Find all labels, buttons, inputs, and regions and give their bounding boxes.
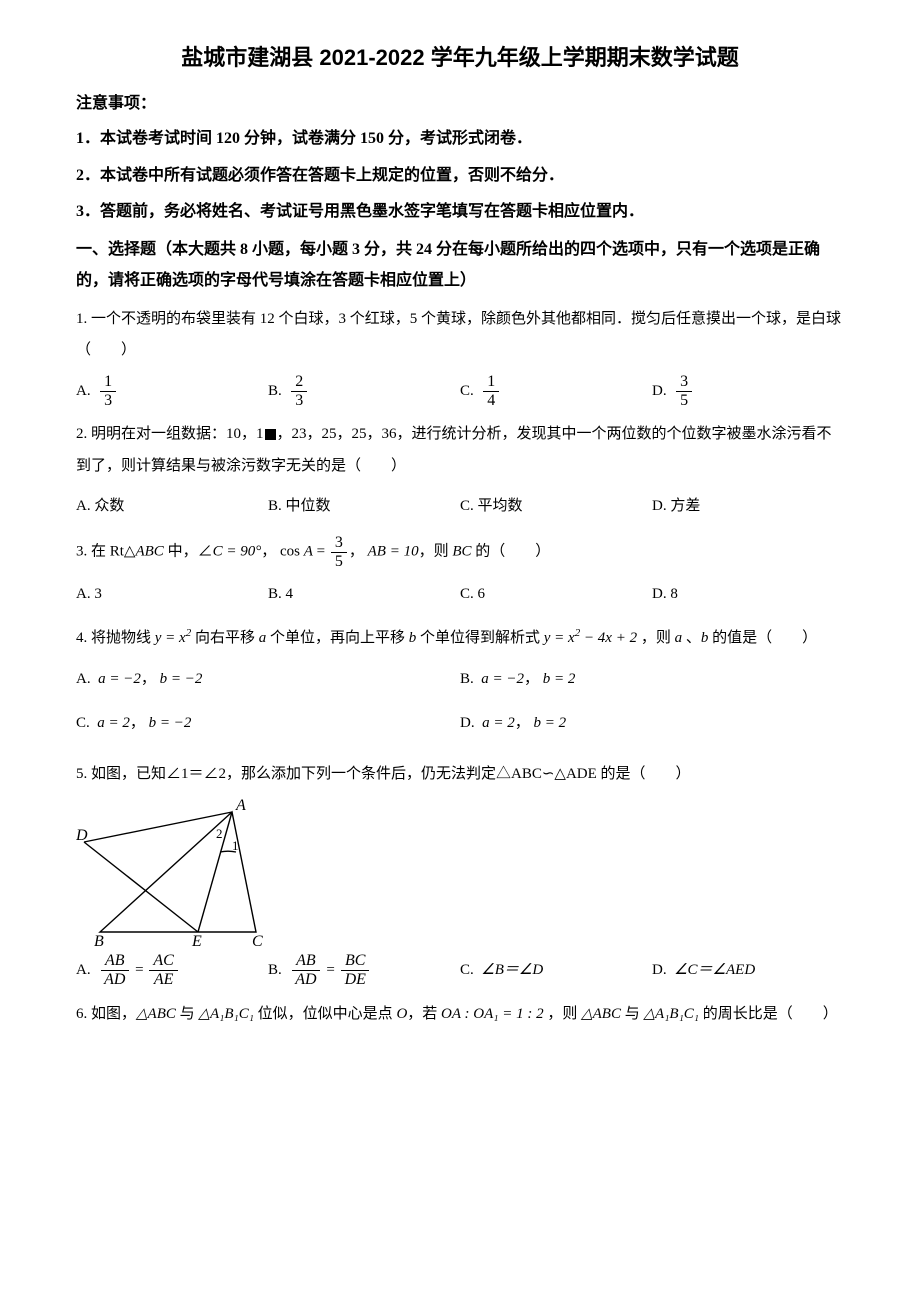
q1-option-d: D. 35 bbox=[652, 373, 844, 409]
q1-option-a: A. 13 bbox=[76, 373, 268, 409]
q2-option-b: B. 中位数 bbox=[268, 488, 460, 524]
q2-text-a: 2. 明明在对一组数据：10，1 bbox=[76, 426, 264, 442]
q5-option-d: D. ∠C＝∠AED bbox=[652, 952, 844, 988]
notice-header: 注意事项： bbox=[76, 91, 844, 117]
notice-2: 2．本试卷中所有试题必须作答在答题卡上规定的位置，否则不给分． bbox=[76, 162, 844, 191]
q3-option-a: A. 3 bbox=[76, 576, 268, 612]
q4-option-a: A. a = −2 ， b = −2 bbox=[76, 661, 460, 697]
question-2-options: A. 众数 B. 中位数 C. 平均数 D. 方差 bbox=[76, 488, 844, 524]
label-B: B bbox=[94, 933, 104, 946]
label-D: D bbox=[76, 827, 88, 844]
question-3-options: A. 3 B. 4 C. 6 D. 8 bbox=[76, 576, 844, 612]
question-1-options: A. 13 B. 23 C. 14 D. 35 bbox=[76, 373, 844, 409]
label-E: E bbox=[191, 933, 202, 946]
q3-option-d: D. 8 bbox=[652, 576, 844, 612]
q3-option-c: C. 6 bbox=[460, 576, 652, 612]
notice-1: 1．本试卷考试时间 120 分钟，试卷满分 150 分，考试形式闭卷． bbox=[76, 125, 844, 154]
question-2: 2. 明明在对一组数据：10，1，23，25，25，36，进行统计分析，发现其中… bbox=[76, 419, 844, 482]
question-3: 3. 在 Rt△ABC 中，∠C = 90°， cos A = 35， AB =… bbox=[76, 534, 844, 570]
question-4: 4. 将抛物线 y = x2 向右平移 a 个单位，再向上平移 b 个单位得到解… bbox=[76, 622, 844, 655]
q3-option-b: B. 4 bbox=[268, 576, 460, 612]
question-1: 1. 一个不透明的布袋里装有 12 个白球，3 个红球，5 个黄球，除颜色外其他… bbox=[76, 304, 844, 367]
q4-option-d: D. a = 2 ， b = 2 bbox=[460, 705, 844, 741]
q5-option-b: B. ABAD = BCDE bbox=[268, 952, 460, 988]
q4-option-c: C. a = 2 ， b = −2 bbox=[76, 705, 460, 741]
q1-option-b: B. 23 bbox=[268, 373, 460, 409]
q4-option-b: B. a = −2 ， b = 2 bbox=[460, 661, 844, 697]
notice-3: 3．答题前，务必将姓名、考试证号用黑色墨水签字笔填写在答题卡相应位置内． bbox=[76, 198, 844, 227]
exam-title: 盐城市建湖县 2021-2022 学年九年级上学期期末数学试题 bbox=[76, 40, 844, 75]
label-angle-1: 1 bbox=[232, 838, 239, 853]
label-angle-2: 2 bbox=[216, 826, 223, 841]
q5-option-a: A. ABAD = ACAE bbox=[76, 952, 268, 988]
question-5: 5. 如图，已知∠1＝∠2，那么添加下列一个条件后，仍无法判定△ABC∽△ADE… bbox=[76, 759, 844, 791]
question-4-options: A. a = −2 ， b = −2 B. a = −2 ， b = 2 C. … bbox=[76, 661, 844, 749]
q2-option-d: D. 方差 bbox=[652, 488, 844, 524]
label-A: A bbox=[235, 798, 246, 814]
q2-option-a: A. 众数 bbox=[76, 488, 268, 524]
label-C: C bbox=[252, 933, 263, 946]
ink-blot-icon bbox=[265, 429, 276, 440]
q1-option-c: C. 14 bbox=[460, 373, 652, 409]
section-1-header: 一、选择题（本大题共 8 小题，每小题 3 分，共 24 分在每小题所给出的四个… bbox=[76, 235, 844, 296]
q5-option-c: C. ∠B＝∠D bbox=[460, 952, 652, 988]
q2-option-c: C. 平均数 bbox=[460, 488, 652, 524]
question-5-options: A. ABAD = ACAE B. ABAD = BCDE C. ∠B＝∠D D… bbox=[76, 952, 844, 988]
question-6: 6. 如图，△ABC 与 △A₁B₁C₁ 位似，位似中心是点 O，若 OA : … bbox=[76, 999, 844, 1031]
q5-figure: A B C D E 2 1 bbox=[76, 798, 292, 946]
